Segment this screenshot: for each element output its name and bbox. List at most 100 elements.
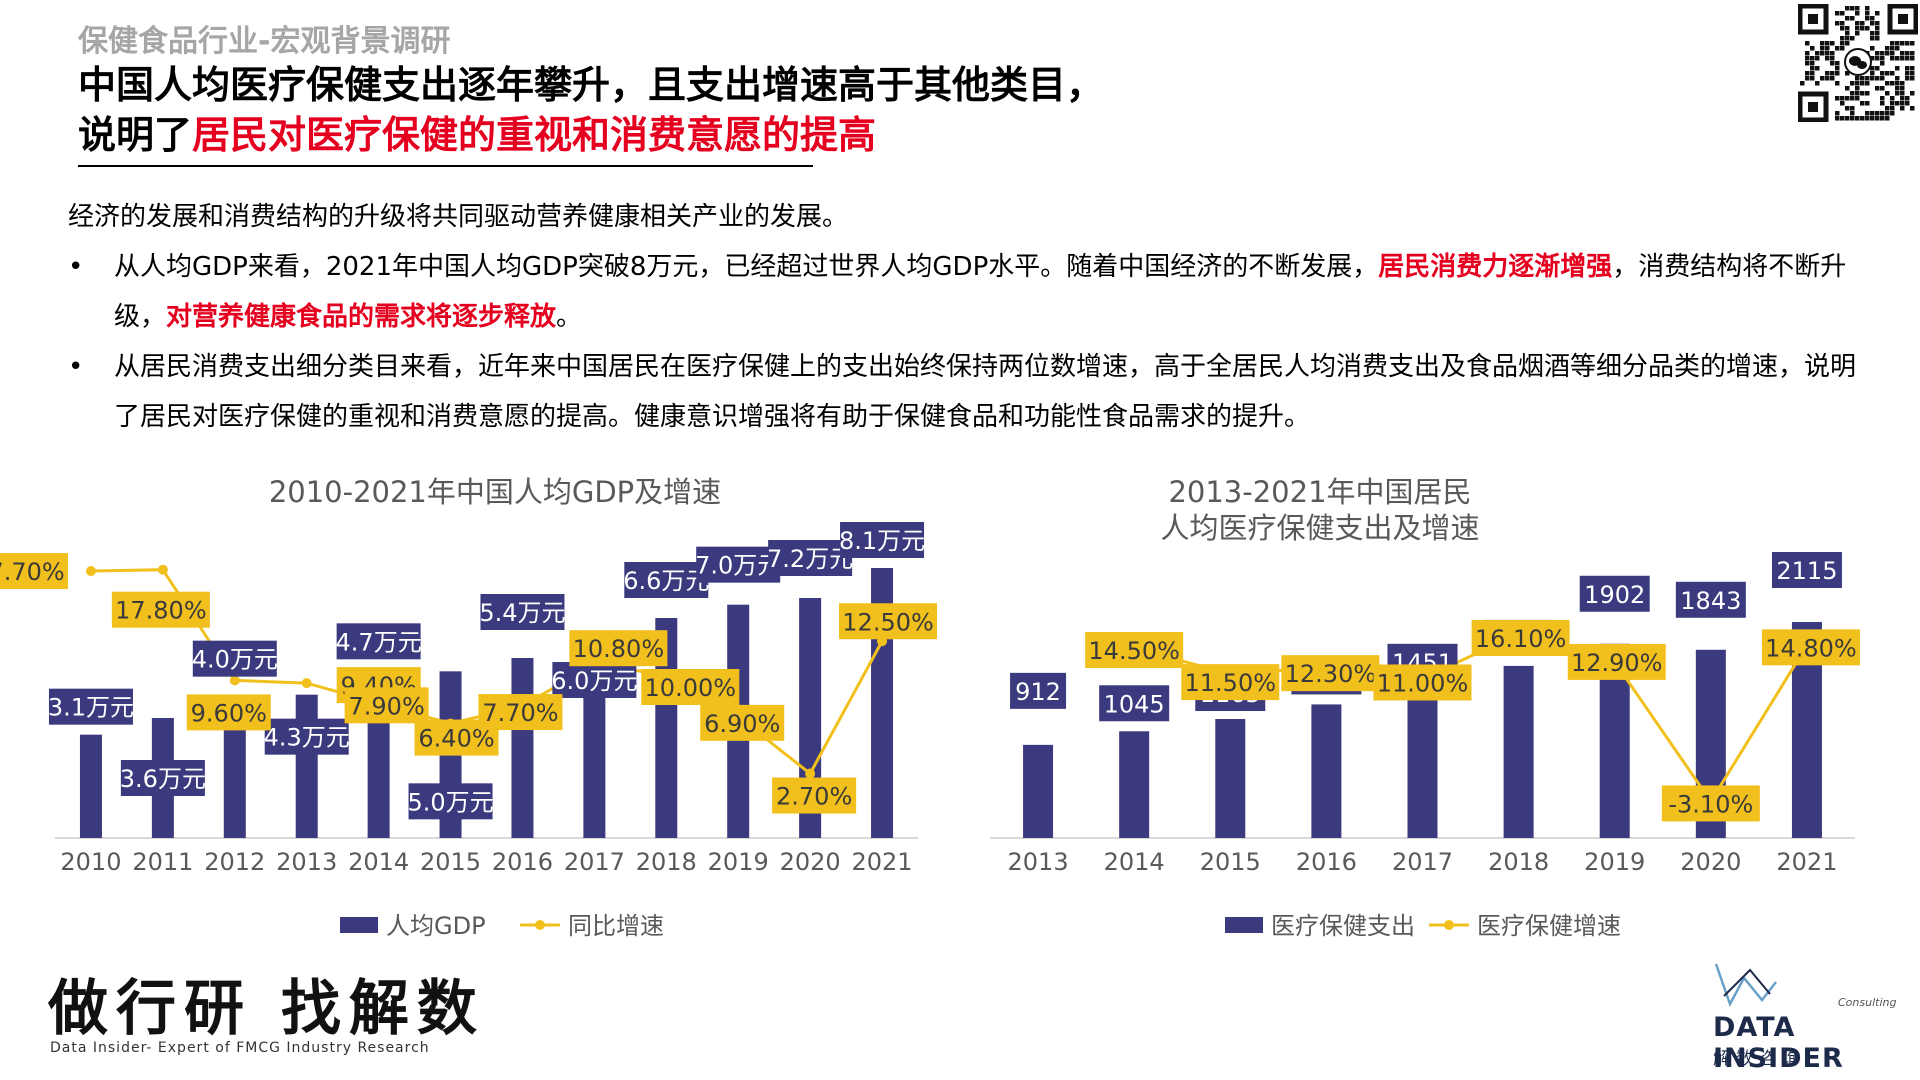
qr-module (1860, 91, 1865, 96)
qr-module (1835, 81, 1840, 86)
qr-module (1895, 86, 1900, 91)
x-tick-label: 2012 (204, 848, 265, 876)
qr-module (1870, 116, 1875, 121)
qr-module (1880, 96, 1885, 101)
bar-value-label-box (552, 662, 637, 698)
qr-module (1865, 101, 1870, 106)
qr-module (1830, 71, 1835, 76)
qr-module (1865, 11, 1870, 16)
growth-value-label: 9.60% (186, 694, 271, 731)
growth-value-label-text: 10.00% (645, 674, 737, 702)
qr-module (1890, 46, 1895, 51)
qr-module (1885, 46, 1890, 51)
qr-module (1840, 101, 1845, 106)
growth-value-label-box (0, 553, 68, 590)
qr-module (1845, 116, 1850, 121)
bullet-gdp-text-a: 从人均GDP来看，2021年中国人均GDP突破8万元，已经超过世界人均GDP水平… (114, 252, 1379, 282)
growth-value-label: -3.10% (1661, 785, 1760, 822)
qr-module (1860, 101, 1865, 106)
qr-module (1805, 71, 1810, 76)
growth-value-label-box (1567, 643, 1666, 680)
bar (223, 704, 246, 838)
qr-module (1875, 36, 1880, 41)
qr-module (1870, 66, 1875, 71)
x-tick-label: 2013 (1008, 848, 1069, 876)
bar-value-label: 912 (1010, 672, 1067, 709)
bar (1311, 704, 1342, 838)
qr-module (1900, 56, 1905, 61)
qr-module (1810, 46, 1815, 51)
qr-module (1840, 26, 1845, 31)
qr-module (1895, 81, 1900, 86)
bar-value-label-text: 3.6万元 (120, 765, 206, 793)
qr-module (1885, 81, 1890, 86)
qr-module (1845, 106, 1850, 111)
growth-value-label: 12.30% (1281, 655, 1380, 692)
qr-module (1855, 11, 1860, 16)
qr-module (1835, 66, 1840, 71)
qr-module (1815, 66, 1820, 71)
qr-module (1870, 31, 1875, 36)
qr-module (1850, 111, 1855, 116)
legend-bar-swatch (340, 917, 378, 933)
qr-module (1860, 26, 1865, 31)
qr-module (1865, 116, 1870, 121)
qr-module (1875, 31, 1880, 36)
qr-module (1855, 76, 1860, 81)
growth-value-label: 6.90% (700, 704, 785, 741)
qr-module (1895, 41, 1900, 46)
bar-value-label-text: 4.0万元 (192, 646, 278, 674)
brand-slogan: 做行研 找解数 (48, 974, 485, 1044)
qr-module (1885, 71, 1890, 76)
x-tick-label: 2010 (60, 848, 121, 876)
qr-module (1855, 26, 1860, 31)
qr-module (1875, 111, 1880, 116)
qr-module (1880, 71, 1885, 76)
qr-module (1885, 116, 1890, 121)
bar-value-label: 7.0万元 (695, 546, 781, 583)
intro-paragraph: 经济的发展和消费结构的升级将共同驱动营养健康相关产业的发展。 (68, 202, 849, 232)
qr-module (1900, 86, 1905, 91)
growth-point (301, 678, 312, 689)
qr-module (1820, 76, 1825, 81)
qr-module (1900, 41, 1905, 46)
bar (79, 734, 102, 838)
bar-value-label: 1045 (1099, 685, 1170, 722)
x-tick-label: 2017 (564, 848, 625, 876)
qr-module (1875, 86, 1880, 91)
qr-module (1855, 31, 1860, 36)
qr-module (1910, 51, 1915, 56)
qr-module (1845, 71, 1850, 76)
x-tick-label: 2021 (1776, 848, 1837, 876)
bar-value-label: 4.0万元 (192, 640, 278, 677)
qr-module (1810, 76, 1815, 81)
growth-value-label-text: 12.90% (1571, 649, 1663, 677)
qr-module (1885, 111, 1890, 116)
bar-value-label-text: 1902 (1584, 581, 1645, 609)
qr-module (1910, 76, 1915, 81)
x-tick-label: 2018 (636, 848, 697, 876)
bullet-gdp-text-c: 。 (556, 302, 583, 332)
bar-value-label: 3.6万元 (120, 760, 206, 796)
growth-value-label: 12.50% (839, 603, 938, 640)
qr-module (1900, 51, 1905, 56)
qr-module (1840, 11, 1845, 16)
bar-value-label-text: 7.0万元 (695, 552, 781, 580)
bar (295, 694, 318, 838)
growth-value-label-text: 9.60% (191, 699, 267, 727)
qr-module (1805, 61, 1810, 66)
qr-module (1895, 91, 1900, 96)
bar-value-label-text: 912 (1015, 678, 1061, 706)
growth-value-label: 12.90% (1567, 643, 1666, 680)
qr-module (1890, 51, 1895, 56)
qr-module (1895, 66, 1900, 71)
qr-module (1810, 61, 1815, 66)
x-tick-label: 2011 (132, 848, 193, 876)
qr-module (1880, 116, 1885, 121)
qr-module (1890, 106, 1895, 111)
growth-value-label-text: 12.50% (842, 608, 934, 636)
legend-line-marker (535, 920, 545, 930)
qr-module (1850, 36, 1855, 41)
qr-module (1865, 16, 1870, 21)
legend-bar-swatch (1225, 917, 1263, 933)
